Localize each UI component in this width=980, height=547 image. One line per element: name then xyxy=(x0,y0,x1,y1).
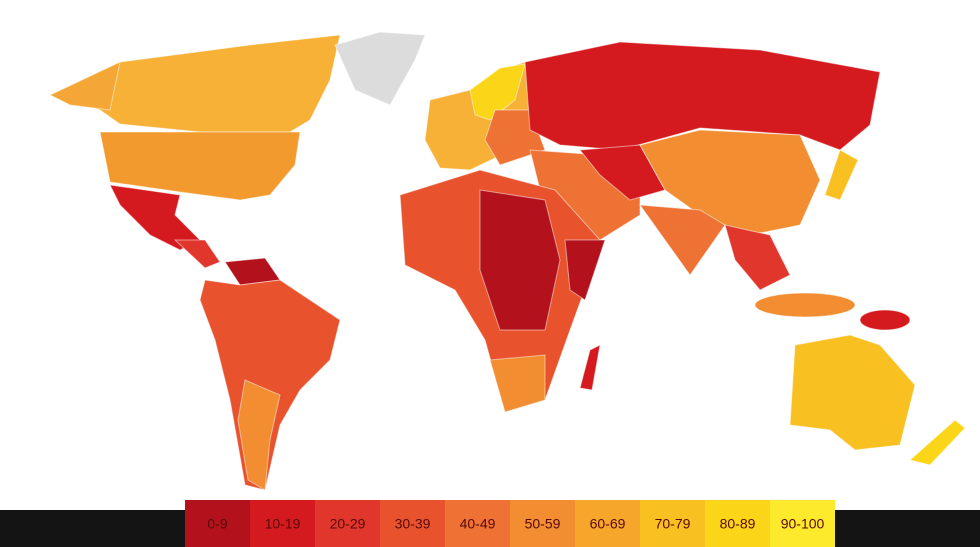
legend-swatch xyxy=(185,500,250,547)
legend-swatch xyxy=(640,500,705,547)
southeast-asia xyxy=(724,224,791,291)
scandinavia xyxy=(469,63,526,121)
legend-swatch xyxy=(250,500,315,547)
indonesia xyxy=(754,292,856,318)
legend-label: 70-79 xyxy=(655,516,691,532)
russia xyxy=(524,41,881,151)
greenland xyxy=(334,31,426,106)
legend: 0-9 10-19 20-29 30-39 40-49 50-59 60-69 70-79 80… xyxy=(185,500,835,547)
australia xyxy=(789,334,916,451)
legend-label: 80-89 xyxy=(720,516,756,532)
south-america xyxy=(199,279,341,491)
legend-swatch xyxy=(445,500,510,547)
legend-swatch xyxy=(770,500,835,547)
new-zealand xyxy=(908,419,966,466)
central-asia xyxy=(579,144,666,201)
legend-label: 50-59 xyxy=(525,516,561,532)
india xyxy=(638,204,726,276)
central-africa xyxy=(479,189,561,331)
southern-africa xyxy=(489,354,546,413)
alaska xyxy=(48,61,121,111)
argentina xyxy=(237,379,281,491)
legend-label: 10-19 xyxy=(265,516,301,532)
china xyxy=(639,129,821,236)
countries xyxy=(48,31,966,491)
legend-swatch xyxy=(380,500,445,547)
legend-swatch xyxy=(510,500,575,547)
canada xyxy=(48,34,341,133)
legend-swatch xyxy=(315,500,380,547)
legend-swatch xyxy=(705,500,770,547)
legend-label: 40-49 xyxy=(460,516,496,532)
legend-label: 0-9 xyxy=(207,516,227,532)
japan xyxy=(824,149,859,201)
central-america xyxy=(173,239,221,269)
madagascar xyxy=(579,344,601,391)
legend-label: 60-69 xyxy=(590,516,626,532)
legend-swatch xyxy=(575,500,640,547)
papua xyxy=(859,309,911,331)
legend-label: 20-29 xyxy=(330,516,366,532)
usa xyxy=(99,131,301,201)
horn-of-africa xyxy=(564,239,606,301)
legend-label: 30-39 xyxy=(395,516,431,532)
legend-label: 90-100 xyxy=(781,516,825,532)
